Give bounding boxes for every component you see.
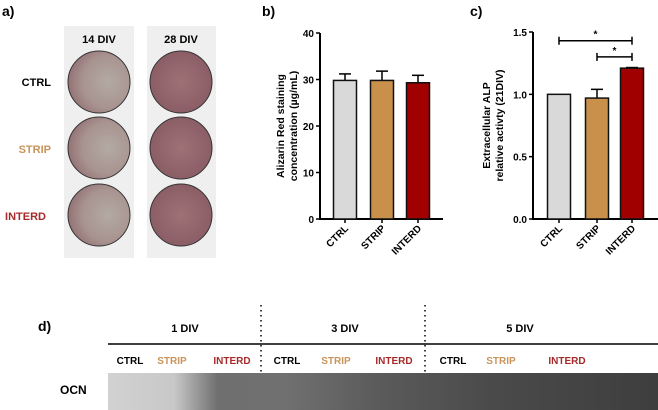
well-strip-28div: [149, 116, 213, 180]
row-label-strip: STRIP: [19, 144, 51, 156]
well-interd-28div: [149, 183, 213, 247]
well-interd-14div: [67, 183, 131, 247]
y-tick-label: 0: [308, 215, 314, 226]
lane-label-interd: INTERD: [375, 356, 412, 367]
bar-interd: [619, 67, 645, 220]
group-header-1div: 1 DIV: [171, 323, 199, 335]
wells: [67, 50, 213, 247]
y-axis-label: relative activty (21DIV): [494, 69, 506, 181]
y-axis-label: Extracellular ALP: [481, 82, 493, 169]
chart-b: 0 10 20 30 40 Alizarin Red staining concentrat…: [275, 29, 443, 257]
well-ctrl-28div: [149, 50, 213, 114]
significance-label: *: [613, 46, 617, 57]
row-label-interd: INTERD: [5, 211, 46, 223]
column-header-28div: 28 DIV: [164, 34, 198, 46]
panel-label-a: a): [2, 3, 14, 19]
x-tick-label: CTRL: [324, 223, 351, 250]
panel-label-d: d): [38, 318, 51, 334]
lane-label-ctrl: CTRL: [440, 356, 467, 367]
lane-label-strip: STRIP: [486, 356, 516, 367]
lane-label-interd: INTERD: [548, 356, 585, 367]
lane-label-ctrl: CTRL: [117, 356, 144, 367]
lane-label-strip: STRIP: [321, 356, 351, 367]
bar-strip: [369, 79, 395, 220]
y-tick-label: 40: [303, 29, 315, 40]
ocn-western-blot: [108, 373, 658, 410]
x-tick-label: STRIP: [575, 223, 604, 252]
y-tick-label: 20: [303, 122, 315, 133]
well-ctrl-14div: [67, 50, 131, 114]
y-tick-label: 30: [303, 76, 315, 87]
x-tick-label: STRIP: [360, 223, 389, 252]
column-header-14div: 14 DIV: [82, 34, 116, 46]
y-tick-label: 0.0: [513, 215, 527, 226]
chart-c: 0.0 0.5 1.0 1.5 Extracellular ALP relative ac…: [481, 28, 658, 257]
y-tick-label: 10: [303, 169, 315, 180]
y-tick-label: 1.5: [513, 28, 527, 39]
lane-label-strip: STRIP: [157, 356, 187, 367]
lane-label-interd: INTERD: [213, 356, 250, 367]
lane-label-ctrl: CTRL: [274, 356, 301, 367]
row-label-ocn: OCN: [60, 383, 87, 397]
panel-label-b: b): [262, 3, 275, 19]
y-tick-label: 0.5: [513, 153, 527, 164]
bar-strip: [584, 97, 610, 220]
x-tick-label: INTERD: [390, 223, 424, 257]
y-axis-label: concentration (µg/mL): [288, 71, 300, 181]
panel-label-c: c): [470, 3, 482, 19]
well-strip-14div: [67, 116, 131, 180]
group-header-5div: 5 DIV: [506, 323, 534, 335]
bar-ctrl: [332, 79, 358, 220]
row-label-ctrl: CTRL: [22, 77, 52, 89]
lane-labels: CTRL STRIP INTERD CTRL STRIP INTERD CTRL STRIP I…: [117, 356, 586, 367]
bar-ctrl: [546, 93, 572, 220]
group-header-3div: 3 DIV: [331, 323, 359, 335]
y-tick-label: 1.0: [513, 90, 527, 101]
x-tick-label: CTRL: [538, 223, 565, 250]
bar-interd: [405, 82, 431, 220]
significance-label: *: [594, 30, 598, 41]
y-axis-label: Alizarin Red staining: [275, 74, 287, 178]
x-tick-label: INTERD: [604, 223, 638, 257]
